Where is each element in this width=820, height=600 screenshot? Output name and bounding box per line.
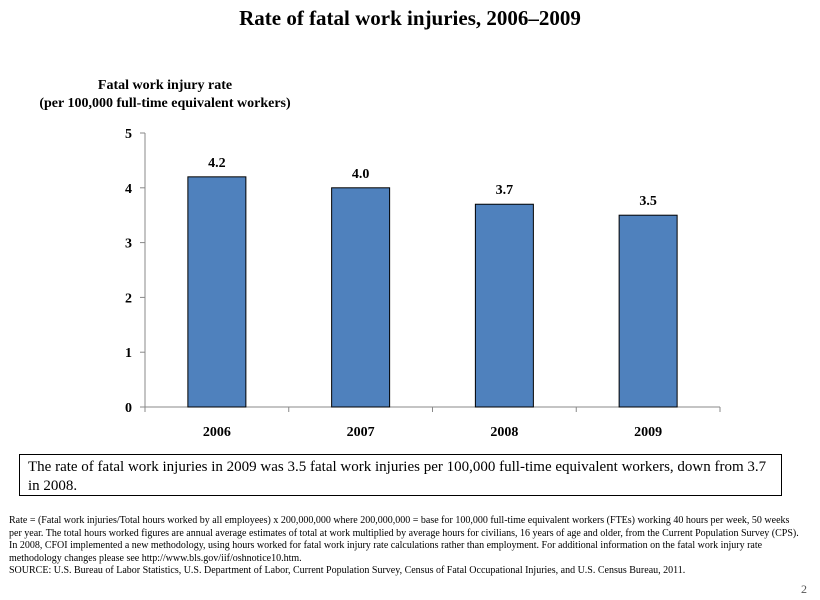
x-category-label: 2009 xyxy=(634,425,662,440)
bar-value-label: 4.0 xyxy=(352,167,370,182)
bar xyxy=(331,187,391,408)
summary-text: The rate of fatal work injuries in 2009 … xyxy=(19,454,782,496)
y-tick-label: 2 xyxy=(125,291,132,306)
source-note: SOURCE: U.S. Bureau of Labor Statistics,… xyxy=(9,565,686,576)
bar xyxy=(187,176,247,408)
y-tick-label: 4 xyxy=(125,182,132,197)
x-category-label: 2008 xyxy=(490,425,518,440)
methodology-note: In 2008, CFOI implemented a new methodol… xyxy=(9,540,763,564)
x-category-label: 2007 xyxy=(347,425,375,440)
page-title: Rate of fatal work injuries, 2006–2009 xyxy=(239,6,581,30)
page-number: 2 xyxy=(801,582,807,596)
bar-value-label: 3.5 xyxy=(639,194,657,209)
x-category-label: 2006 xyxy=(203,425,231,440)
y-tick-label: 3 xyxy=(125,237,132,252)
bar-value-label: 3.7 xyxy=(496,183,514,198)
y-tick-label: 1 xyxy=(125,346,132,361)
bar-value-label: 4.2 xyxy=(208,156,226,171)
y-axis-title-line-1: Fatal work injury rate xyxy=(97,78,233,93)
y-tick-label: 5 xyxy=(125,127,132,142)
footnotes: Rate = (Fatal work injuries/Total hours … xyxy=(9,515,804,578)
y-axis-title: Fatal work injury rate (per 100,000 full… xyxy=(0,77,330,113)
bar xyxy=(618,214,678,408)
y-axis-title-line-2: (per 100,000 full-time equivalent worker… xyxy=(39,96,291,111)
bar-chart: 0 1 2 3 4 5 4.2 2006 4.0 2007 3.7 2008 3.5 2009 xyxy=(125,127,721,440)
bar xyxy=(474,203,534,408)
y-tick-label: 0 xyxy=(125,401,132,416)
rate-definition-note: Rate = (Fatal work injuries/Total hours … xyxy=(9,515,799,539)
